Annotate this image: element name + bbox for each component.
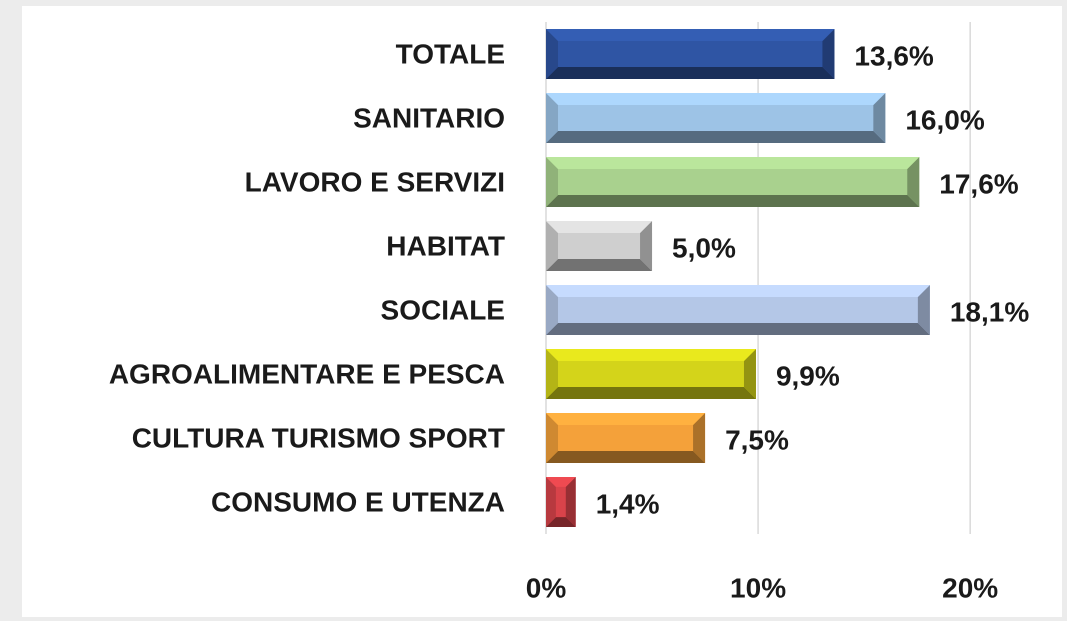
bar-bevel-top bbox=[546, 349, 756, 361]
bar-bevel-top bbox=[546, 221, 653, 233]
bar-bevel-right bbox=[822, 29, 835, 79]
bar-bevel-left bbox=[546, 29, 558, 79]
bar-bevel-left bbox=[546, 157, 558, 207]
x-tick-label: 0% bbox=[526, 572, 567, 603]
bar-bevel-bottom bbox=[546, 131, 886, 143]
bar-bevel-right bbox=[917, 285, 930, 335]
bar-bevel-bottom bbox=[546, 323, 930, 335]
bar-bevel-right bbox=[907, 157, 920, 207]
value-label: 5,0% bbox=[672, 232, 736, 263]
bar-bevel-bottom bbox=[546, 67, 835, 79]
category-label: SANITARIO bbox=[353, 102, 505, 133]
bar-bevel-left bbox=[546, 349, 558, 399]
bar-bevel-right bbox=[693, 413, 706, 463]
x-tick-label: 10% bbox=[730, 572, 786, 603]
category-label: LAVORO E SERVIZI bbox=[245, 166, 505, 197]
bar-bevel-left bbox=[546, 413, 558, 463]
category-label: AGROALIMENTARE E PESCA bbox=[109, 358, 505, 389]
value-label: 13,6% bbox=[854, 40, 933, 71]
category-label: CULTURA TURISMO SPORT bbox=[132, 422, 505, 453]
category-label: HABITAT bbox=[386, 230, 505, 261]
bar-bevel-right bbox=[565, 477, 576, 527]
category-label: SOCIALE bbox=[381, 294, 505, 325]
value-label: 7,5% bbox=[725, 424, 789, 455]
bar-bevel-left bbox=[546, 221, 558, 271]
value-label: 18,1% bbox=[950, 296, 1029, 327]
bar-bevel-top bbox=[546, 413, 706, 425]
bar-bevel-right bbox=[640, 221, 653, 271]
bar-bevel-top bbox=[546, 29, 835, 41]
bar-bevel-bottom bbox=[546, 451, 706, 463]
bar-bevel-right bbox=[743, 349, 756, 399]
bar-bevel-bottom bbox=[546, 387, 756, 399]
bar-bevel-top bbox=[546, 157, 920, 169]
bar-bevel-left bbox=[546, 477, 556, 527]
bar-bevel-top bbox=[546, 93, 886, 105]
value-label: 16,0% bbox=[905, 104, 984, 135]
value-label: 17,6% bbox=[939, 168, 1018, 199]
category-label: CONSUMO E UTENZA bbox=[211, 486, 505, 517]
value-label: 9,9% bbox=[776, 360, 840, 391]
value-label: 1,4% bbox=[596, 488, 660, 519]
category-label: TOTALE bbox=[396, 38, 505, 69]
bar-bevel-top bbox=[546, 477, 576, 487]
bar-bevel-right bbox=[873, 93, 886, 143]
bar-bevel-bottom bbox=[546, 195, 920, 207]
bar-bevel-left bbox=[546, 93, 558, 143]
bar-bevel-left bbox=[546, 285, 558, 335]
bar-bevel-top bbox=[546, 285, 930, 297]
x-tick-label: 20% bbox=[942, 572, 998, 603]
bar-bevel-bottom bbox=[546, 259, 653, 271]
